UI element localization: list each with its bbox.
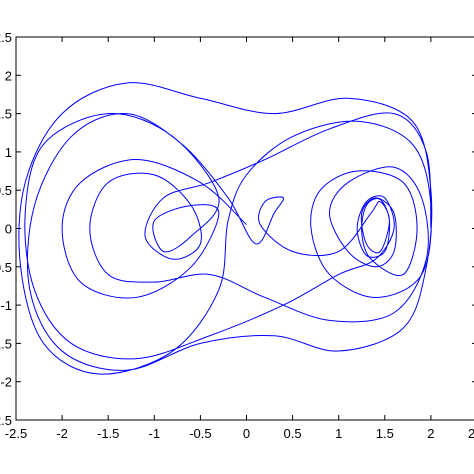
x-tick-label: 1.5	[376, 426, 394, 441]
x-tick-label: -2.5	[5, 426, 27, 441]
y-tick-label: 0	[5, 222, 12, 237]
x-tick-label: -0.5	[189, 426, 211, 441]
x-tick-label: -2	[56, 426, 68, 441]
x-tick-label: 0	[243, 426, 250, 441]
x-tick-label: -1	[149, 426, 161, 441]
y-tick-label: 2.5	[0, 30, 12, 45]
trajectory-line	[18, 82, 433, 375]
y-tick-label: 0.5	[0, 183, 12, 198]
y-tick-label: 1.5	[0, 107, 12, 122]
y-tick-label: 1	[5, 145, 12, 160]
y-tick-label: -2.5	[0, 413, 12, 428]
x-tick-label: 2.5	[468, 426, 474, 441]
x-tick-label: 0.5	[284, 426, 302, 441]
y-tick-label: 2	[5, 68, 12, 83]
y-tick-label: -1	[0, 298, 12, 313]
x-tick-label: 1	[335, 426, 342, 441]
y-tick-label: -1.5	[0, 336, 12, 351]
x-tick-label: 2	[427, 426, 434, 441]
y-tick-label: -0.5	[0, 260, 12, 275]
x-tick-label: -1.5	[97, 426, 119, 441]
y-tick-label: -2	[0, 375, 12, 390]
